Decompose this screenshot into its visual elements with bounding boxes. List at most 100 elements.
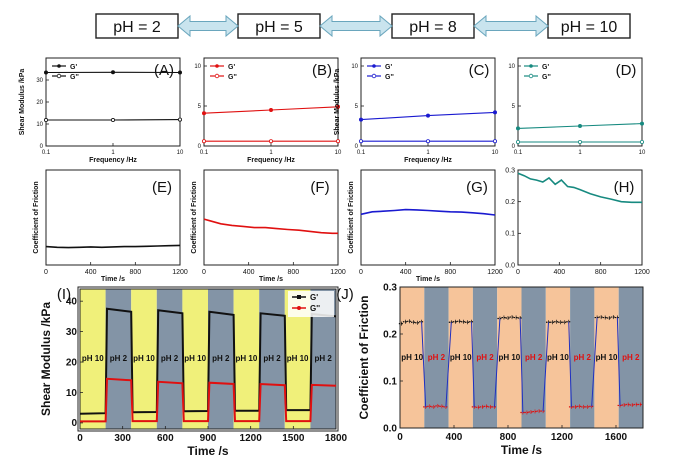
ph-band	[497, 287, 522, 428]
series-line-G	[80, 377, 337, 423]
series-line-pH2	[45, 244, 181, 249]
y-tick-label: 0	[355, 144, 359, 150]
x-tick-label: 1200	[487, 269, 503, 276]
y-tick-label: 20	[36, 100, 43, 106]
band-label: pH 2	[315, 354, 333, 363]
data-point	[492, 110, 497, 115]
y-axis-label: Shear Modulus /kPa	[19, 69, 26, 136]
x-tick-label: 800	[500, 432, 517, 443]
y-tick-label: 0.1	[383, 376, 397, 387]
x-tick-label: 600	[157, 433, 174, 444]
legend-marker-gpp	[297, 306, 301, 310]
legend-label-gpp: G''	[310, 304, 320, 313]
x-axis-label: Time /s	[501, 443, 542, 457]
data-point	[268, 108, 273, 113]
band-label: pH 10	[547, 353, 569, 362]
panel-letter: (H)	[614, 179, 635, 196]
data-point	[111, 118, 116, 123]
band-label: pH 2	[212, 354, 230, 363]
ph-band	[233, 289, 260, 429]
transition-lines	[421, 317, 621, 413]
panel-D: 0.1 1 10 0 5 10 G' G'' (D)	[508, 57, 646, 156]
legend-label-gpp: G''	[542, 74, 551, 81]
legend-marker-gpp	[371, 73, 377, 79]
x-tick-label: 300	[114, 433, 131, 444]
data-point	[177, 117, 182, 122]
x-tick-label: 400	[243, 269, 255, 276]
panel-F: 0 400 800 1200 Time /s Coefficient of Frictio…	[191, 169, 346, 283]
y-tick-label: 10	[351, 64, 358, 70]
panel-letter: (B)	[312, 62, 332, 79]
data-point	[201, 111, 206, 116]
plot-frame	[45, 169, 181, 266]
ph-header-box	[95, 13, 179, 39]
data-point	[640, 121, 645, 126]
band-label: pH 10	[498, 353, 520, 362]
x-axis-label: Frequency /Hz	[247, 157, 295, 164]
x-axis-label: Frequency /Hz	[404, 157, 452, 164]
ph-band	[182, 289, 208, 429]
band-label: pH 10	[287, 354, 309, 363]
data-point	[425, 139, 430, 144]
legend-label-gpp: G''	[385, 74, 394, 81]
ph-header-box	[237, 13, 321, 39]
y-tick-label: 0.3	[383, 282, 397, 293]
x-axis-label: Frequency /Hz	[89, 157, 137, 164]
y-axis-label: Coefficient of Friction	[191, 181, 198, 253]
band-label: pH 10	[184, 354, 206, 363]
x-axis-label: Time /s	[259, 276, 283, 283]
x-tick-label: 10	[492, 150, 499, 156]
y-tick-label: 10	[194, 64, 201, 70]
panel-letter: (D)	[616, 62, 637, 79]
band-label: pH 2	[476, 353, 494, 362]
data-point	[268, 139, 273, 144]
x-tick-label: 1200	[551, 432, 574, 443]
series-line-pH8	[360, 208, 496, 216]
series-line-pH10	[517, 172, 642, 204]
panel-letter: (E)	[152, 179, 172, 196]
x-tick-label: 800	[287, 269, 299, 276]
x-tick-label: 1	[578, 150, 582, 156]
legend-label-gp: G'	[70, 64, 77, 71]
data-point	[44, 118, 49, 123]
y-tick-label: 10	[66, 388, 78, 399]
x-tick-label: 1200	[634, 269, 650, 276]
legend-marker-gpp	[56, 73, 62, 79]
x-tick-label: 0.1	[357, 150, 366, 156]
ph-band	[131, 289, 157, 429]
x-tick-label: 0	[397, 432, 403, 443]
x-tick-label: 1200	[330, 269, 346, 276]
y-tick-label: 0	[512, 144, 516, 150]
y-axis-label: Coefficient of Friction	[33, 181, 40, 253]
y-tick-label: 5	[355, 104, 359, 110]
legend-marker-gpp	[528, 73, 534, 79]
band-label: pH 10	[450, 353, 472, 362]
panel-letter: (F)	[310, 179, 329, 196]
panel-letter: (I)	[57, 286, 71, 303]
ph-band	[594, 287, 619, 428]
x-tick-label: 900	[200, 433, 217, 444]
y-tick-label: 0.3	[505, 167, 515, 174]
x-tick-label: 800	[595, 269, 607, 276]
y-axis-label: Shear Modulus /kPa	[39, 302, 53, 416]
legend-marker-gp	[297, 295, 301, 299]
band-label: pH 10	[236, 354, 258, 363]
y-tick-label: 0.2	[383, 329, 397, 340]
data-point	[516, 139, 521, 144]
x-tick-label: 10	[335, 150, 342, 156]
ph-band	[259, 289, 285, 429]
y-tick-label: 5	[198, 104, 202, 110]
x-tick-label: 1	[269, 150, 273, 156]
data-point	[201, 139, 206, 144]
series-line-pH5	[203, 218, 338, 235]
plot-frame	[203, 169, 339, 266]
x-tick-label: 1600	[605, 432, 628, 443]
ph-band	[105, 289, 132, 429]
ph-band	[521, 287, 546, 428]
ph-band	[472, 287, 498, 428]
data-point	[335, 139, 340, 144]
x-tick-label: 10	[639, 150, 646, 156]
y-tick-label: 0.0	[505, 262, 515, 269]
x-tick-label: 800	[129, 269, 141, 276]
data-point	[177, 70, 182, 75]
